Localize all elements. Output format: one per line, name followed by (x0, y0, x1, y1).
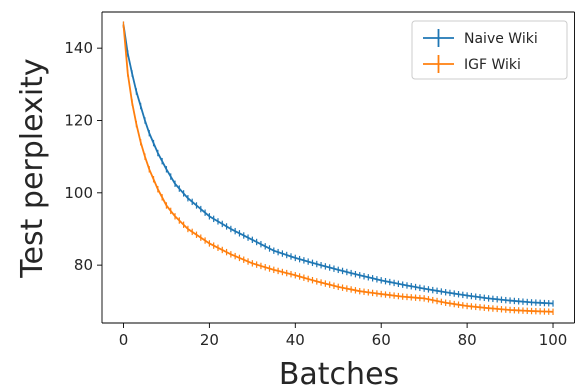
y-tick-label: 100 (64, 184, 93, 202)
legend: Naive Wiki IGF Wiki (411, 20, 568, 80)
x-axis-label: Batches (279, 357, 399, 387)
y-tick-label: 140 (64, 39, 93, 57)
x-tick-label: 60 (372, 331, 391, 349)
y-tick-label: 120 (64, 111, 93, 129)
legend-label-naive-wiki: Naive Wiki (464, 31, 538, 47)
legend-label-igf-wiki: IGF Wiki (464, 57, 521, 73)
x-tick-label: 40 (286, 331, 305, 349)
legend-entry-naive-wiki: Naive Wiki (423, 29, 538, 47)
legend-entry-igf-wiki: IGF Wiki (423, 55, 521, 73)
x-tick-label: 0 (119, 331, 129, 349)
x-tick-label: 80 (458, 331, 477, 349)
y-tick-label: 80 (74, 256, 93, 274)
x-tick-label: 20 (200, 331, 219, 349)
x-tick-label: 100 (539, 331, 568, 349)
series-layer (122, 21, 554, 315)
y-axis-label: Test perplexity (15, 58, 50, 278)
ticks-layer: 0 20 40 60 80 100 80 100 120 140 (64, 39, 567, 349)
